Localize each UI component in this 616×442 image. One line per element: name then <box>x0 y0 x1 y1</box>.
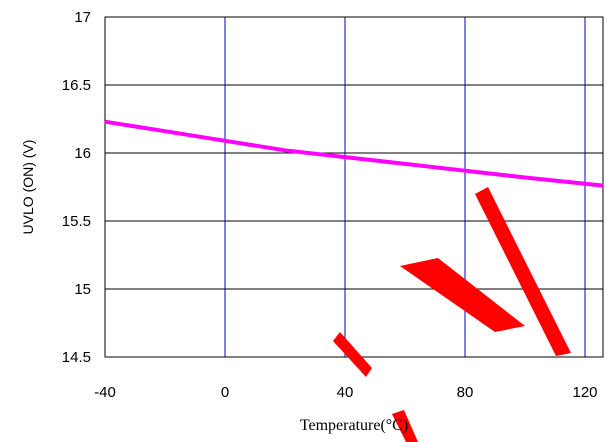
watermark-glyph-2 <box>400 258 525 332</box>
series-point <box>602 184 604 187</box>
series-point <box>524 176 526 179</box>
x-axis-label: Temperature(°C) <box>300 417 408 434</box>
tick-labels: 14.5 15 15.5 16 16.5 17 -40 0 40 80 120 <box>62 9 598 401</box>
series-layer <box>104 119 604 188</box>
series-point <box>404 163 406 165</box>
x-tick-label: 80 <box>457 384 474 401</box>
y-axis-label: UVLO (ON) (V) <box>20 140 36 235</box>
y-tick-label: 15.5 <box>62 213 91 230</box>
series-point <box>344 156 346 158</box>
x-tick-label: 0 <box>221 384 229 401</box>
watermark-glyph-1 <box>333 332 372 377</box>
series-point <box>104 120 106 123</box>
watermark <box>333 187 571 442</box>
y-tick-label: 15 <box>74 281 91 298</box>
x-tick-label: 40 <box>337 384 354 401</box>
x-tick-label: -40 <box>94 384 116 401</box>
y-tick-label: 16 <box>74 145 91 162</box>
y-tick-label: 14.5 <box>62 349 91 366</box>
watermark-glyph-4 <box>392 410 418 442</box>
series-point <box>284 149 286 152</box>
y-tick-label: 17 <box>74 9 91 26</box>
y-tick-label: 16.5 <box>62 77 91 94</box>
series-point <box>164 130 166 133</box>
x-tick-label: 120 <box>572 384 597 401</box>
series-point <box>464 169 466 172</box>
watermark-glyph-3 <box>475 187 571 356</box>
series-point <box>224 139 226 142</box>
